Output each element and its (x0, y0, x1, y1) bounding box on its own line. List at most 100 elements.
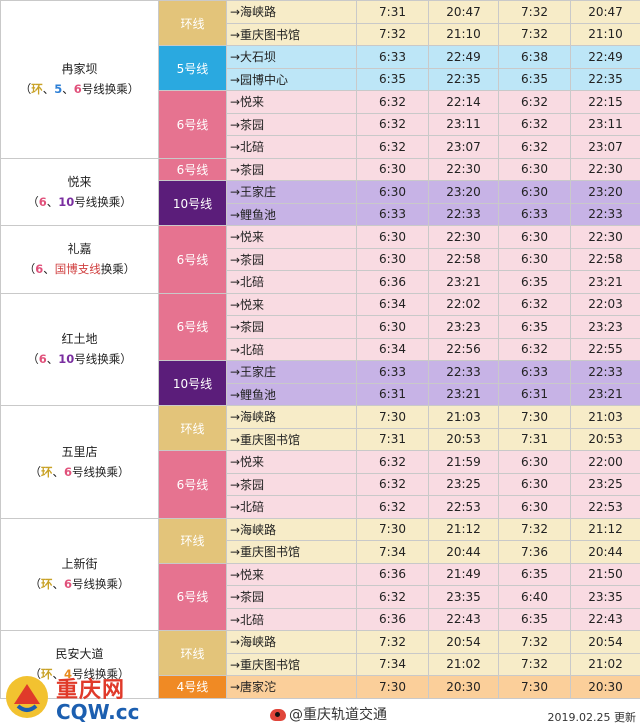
weekend-first-train: 7:32 (498, 630, 571, 654)
line-badge: 10号线 (158, 180, 227, 226)
transfer-segment: 、 (46, 194, 59, 209)
transfer-segment: 国博支线 (54, 262, 101, 277)
weekday-first-train: 6:32 (356, 450, 429, 474)
transfer-segment: 、 (52, 464, 64, 479)
weekend-last-train: 22:30 (570, 225, 640, 249)
weekday-first-train: 7:30 (356, 517, 429, 541)
weekday-last-train: 22:02 (428, 292, 499, 316)
weekday-last-train: 23:23 (428, 315, 499, 339)
table-row: 悦来 （6、10号线换乘） 6号线 →茶园 6:30 22:30 6:30 22:30 (0, 157, 640, 226)
table-row: 上新街 （环、6号线换乘） 环线 →海峡路 7:30 21:12 7:32 21:12 (0, 517, 640, 631)
direction-cell: →鲤鱼池 (226, 202, 357, 226)
table-row: 五里店 （环、6号线换乘） 环线 →海峡路 7:30 21:03 7:30 21:03 (0, 405, 640, 519)
weekend-first-train: 6:32 (498, 90, 571, 114)
weekday-first-train: 7:31 (356, 0, 429, 24)
table-row: →茶园 6:32 23:11 6:32 23:11 (1, 112, 640, 136)
weekend-last-train: 23:07 (570, 135, 640, 159)
line-badge: 6号线 (158, 292, 227, 361)
table-row: →鲤鱼池 6:33 22:33 6:33 22:33 (1, 202, 640, 226)
station-name: 民安大道 (55, 647, 104, 662)
logo-text-en: CQW.cc (56, 700, 140, 724)
weekday-last-train: 23:21 (428, 382, 499, 406)
line-badge: 6号线 (158, 450, 227, 519)
weekend-last-train: 22:15 (570, 90, 640, 114)
weekday-last-train: 22:33 (428, 360, 499, 384)
direction-cell: →王家庄 (226, 360, 357, 384)
weekend-last-train: 21:12 (570, 517, 640, 541)
table-row: →茶园 6:30 22:58 6:30 22:58 (1, 247, 640, 271)
station-name: 五里店 (61, 444, 98, 459)
weekend-last-train: 22:00 (570, 450, 640, 474)
direction-cell: →茶园 (226, 247, 357, 271)
weekday-first-train: 6:36 (356, 607, 429, 631)
weekday-first-train: 6:32 (356, 90, 429, 114)
direction-cell: →北碚 (226, 337, 357, 361)
table-row: →重庆图书馆 7:34 21:02 7:32 21:02 (1, 652, 640, 676)
station-name: 红土地 (61, 332, 98, 347)
weekend-first-train: 6:40 (498, 585, 571, 609)
weekend-first-train: 6:32 (498, 337, 571, 361)
table-row: →茶园 6:32 23:25 6:30 23:25 (1, 472, 640, 496)
weekend-first-train: 7:32 (498, 652, 571, 676)
station-name: 冉家坝 (61, 62, 98, 77)
weekend-last-train: 22:35 (570, 67, 640, 91)
direction-cell: →王家庄 (226, 180, 357, 204)
transfer-segment: 、 (42, 82, 55, 97)
weekend-last-train: 20:30 (570, 675, 640, 699)
station-cell: 红土地 （6、10号线换乘） (0, 292, 159, 406)
weekday-last-train: 21:12 (428, 517, 499, 541)
transfer-segment: （ (23, 262, 36, 277)
table-row: 6号线 →悦来 6:36 21:49 6:35 21:50 (1, 562, 640, 631)
weekday-first-train: 6:32 (356, 112, 429, 136)
direction-cell: →悦来 (226, 90, 357, 114)
weekend-last-train: 20:54 (570, 630, 640, 654)
line-badge: 环线 (158, 405, 227, 451)
weekend-first-train: 7:32 (498, 0, 571, 24)
weekend-last-train: 21:02 (570, 652, 640, 676)
weekend-last-train: 21:10 (570, 22, 640, 46)
weekend-last-train: 22:43 (570, 607, 640, 631)
weekday-last-train: 20:30 (428, 675, 499, 699)
transfer-segment: 6 (35, 262, 44, 277)
line-badge: 6号线 (158, 90, 227, 159)
transfer-segment: （ (29, 464, 41, 479)
transfer-segment: 6 (38, 194, 47, 209)
direction-cell: →海峡路 (226, 0, 357, 24)
weekend-first-train: 6:33 (498, 360, 571, 384)
transfer-segment: 换乘） (100, 262, 136, 277)
transfer-segment: 5 (54, 82, 63, 97)
weekend-last-train: 22:55 (570, 337, 640, 361)
timetable-body: 冉家坝 （环、5、6号线换乘） 环线 →海峡路 7:31 20:47 7:32 20:47 →重… (0, 0, 640, 699)
weekday-last-train: 21:10 (428, 22, 499, 46)
weekend-first-train: 6:30 (498, 495, 571, 519)
weekday-last-train: 22:30 (428, 225, 499, 249)
direction-cell: →大石坝 (226, 45, 357, 69)
weekend-last-train: 22:53 (570, 495, 640, 519)
weekday-first-train: 6:32 (356, 472, 429, 496)
weekday-first-train: 7:30 (356, 405, 429, 429)
weibo-credit: @重庆轨道交通 (270, 704, 387, 724)
transfer-segment: 、 (46, 352, 59, 367)
weekday-first-train: 6:32 (356, 135, 429, 159)
transfer-segment: 号线换乘） (72, 667, 130, 682)
weekend-first-train: 6:32 (498, 135, 571, 159)
weekday-last-train: 20:54 (428, 630, 499, 654)
station-cell: 冉家坝 （环、5、6号线换乘） (0, 0, 159, 159)
direction-cell: →茶园 (226, 472, 357, 496)
weekday-first-train: 7:34 (356, 540, 429, 564)
direction-cell: →重庆图书馆 (226, 652, 357, 676)
transfer-segment: 环 (40, 464, 53, 479)
weekend-first-train: 6:35 (498, 562, 571, 586)
direction-cell: →北碚 (226, 135, 357, 159)
weekday-first-train: 6:31 (356, 382, 429, 406)
transfer-segment: 6 (73, 82, 82, 97)
weekend-last-train: 22:33 (570, 360, 640, 384)
transfer-segment: 、 (52, 577, 64, 592)
station-transfer: （6、10号线换乘） (2, 192, 158, 212)
weekday-first-train: 6:30 (356, 315, 429, 339)
transfer-segment: 号线换乘） (74, 194, 132, 209)
weekend-first-train: 7:31 (498, 427, 571, 451)
weekday-last-train: 21:59 (428, 450, 499, 474)
weekend-first-train: 6:35 (498, 315, 571, 339)
transfer-segment: 环 (31, 82, 43, 97)
